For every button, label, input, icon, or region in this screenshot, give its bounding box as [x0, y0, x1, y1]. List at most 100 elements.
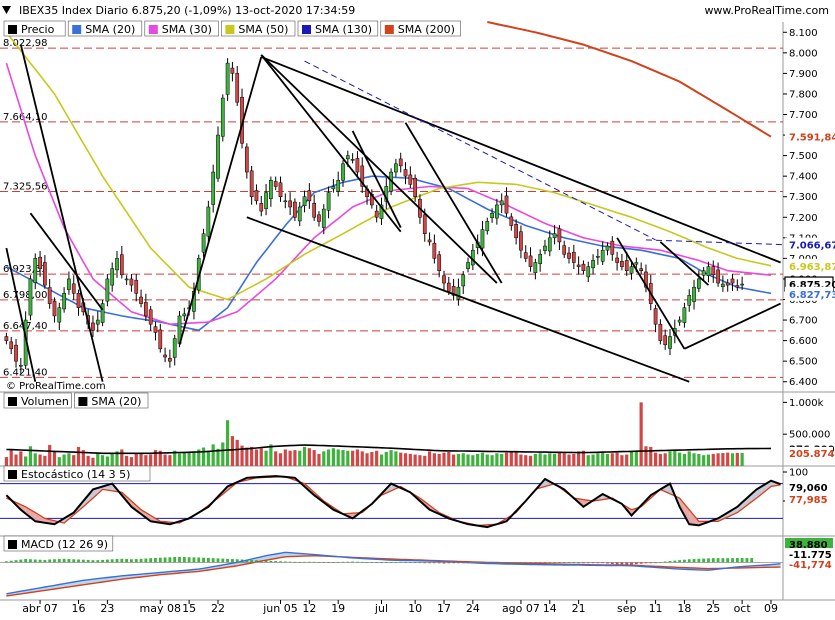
candle-up	[687, 295, 692, 306]
trendline	[19, 44, 104, 382]
x-tick-label: sep	[617, 602, 636, 615]
volume-bar	[610, 453, 614, 466]
macd-histogram-bar	[447, 562, 451, 564]
volume-bar	[711, 453, 715, 466]
macd-histogram-bar	[283, 561, 287, 563]
price-tick-label: 7.400	[789, 172, 818, 183]
volume-bar	[96, 452, 100, 466]
price-badge-label: 6.827,73	[789, 290, 835, 301]
macd-histogram-bar	[173, 557, 177, 563]
candle-down	[119, 254, 124, 276]
volume-bar	[120, 449, 124, 466]
volume-bar	[153, 450, 158, 466]
candle-down	[653, 308, 658, 325]
volume-bar	[288, 450, 292, 466]
macd-histogram-bar	[245, 559, 249, 563]
volume-bar	[375, 450, 379, 466]
candle-up	[682, 307, 687, 323]
candle-down	[735, 285, 740, 288]
volume-bar	[302, 446, 307, 466]
macd-histogram-bar	[255, 560, 258, 563]
volume-bar	[365, 453, 369, 466]
candle-down	[158, 329, 163, 350]
volume-bar	[110, 453, 114, 466]
candle-down	[514, 224, 518, 239]
macd-histogram-bar	[43, 559, 47, 563]
candle-down	[408, 174, 413, 185]
candle-down	[47, 287, 52, 304]
volume-bar	[139, 453, 143, 466]
legend-swatch	[8, 25, 17, 34]
volume-bar	[192, 452, 196, 466]
title-bar: IBEX35 Index Diario 6.875,20 (-1,09%) 13…	[0, 0, 835, 22]
candle-up	[499, 200, 504, 206]
volume-bar	[197, 449, 201, 466]
volume-bar	[692, 453, 696, 466]
volume-bar	[67, 453, 71, 466]
candle-down	[437, 254, 442, 271]
x-tick-label: 23	[100, 602, 114, 615]
dashed-trendline	[645, 239, 786, 246]
legend-label: Precio	[21, 23, 55, 36]
macd-histogram-bar	[197, 557, 201, 563]
macd-histogram-bar	[654, 562, 657, 564]
candle-up	[740, 283, 744, 286]
x-tick-label: 19	[331, 602, 345, 615]
volume-bar	[264, 450, 268, 466]
candle-down	[278, 182, 283, 197]
volume-bar	[625, 454, 629, 466]
price-badge-label: 6.963,87	[789, 262, 835, 273]
macd-histogram-bar	[24, 559, 28, 563]
volume-bar	[370, 452, 374, 466]
volume-bar	[206, 452, 210, 466]
x-tick-label: jul	[374, 602, 388, 615]
volume-bar	[557, 452, 561, 466]
x-tick-label: ago 07	[502, 602, 540, 615]
candle-down	[254, 190, 259, 202]
trendline	[659, 241, 710, 286]
candle-down	[639, 268, 643, 271]
volume-bar	[149, 454, 153, 466]
macd-histogram-bar	[586, 562, 590, 564]
macd-histogram-bar	[707, 558, 710, 563]
candle-up	[100, 303, 105, 323]
candle-up	[28, 278, 33, 316]
candle-up	[547, 237, 552, 252]
legend-label: SMA (200)	[398, 23, 455, 36]
candle-up	[538, 254, 543, 264]
volume-bar	[528, 455, 533, 466]
macd-histogram-bar	[125, 559, 129, 563]
macd-histogram-bar	[202, 557, 205, 563]
volume-tick-label: 1.000k	[789, 398, 824, 409]
macd-histogram-bar	[543, 562, 547, 564]
volume-bar	[43, 455, 47, 466]
volume-bar	[678, 452, 682, 466]
volume-bar	[461, 453, 465, 466]
collapse-arrow-icon[interactable]	[2, 6, 11, 15]
macd-histogram-bar	[663, 561, 667, 563]
macd-badge-box	[785, 538, 833, 550]
macd-histogram-bar	[538, 562, 542, 564]
legend-item-volume: Volumen	[3, 392, 72, 409]
volume-bar	[274, 451, 278, 466]
volume-sma-line	[6, 444, 772, 455]
volume-bar	[658, 453, 662, 466]
volume-bar	[52, 452, 57, 466]
volume-bar	[317, 453, 321, 466]
volume-bar	[326, 449, 331, 466]
candle-up	[495, 204, 499, 219]
price-badge-bg	[785, 286, 833, 301]
macd-histogram-bar	[187, 557, 191, 563]
x-tick-label: 22	[211, 602, 225, 615]
candle-up	[379, 204, 384, 219]
macd-histogram-bar	[735, 558, 739, 563]
macd-histogram-bar	[115, 559, 119, 563]
candle-up	[336, 180, 341, 192]
macd-histogram-bar	[250, 559, 254, 563]
candle-down	[91, 322, 95, 331]
volume-bar	[423, 455, 427, 466]
macd-badge-label: -41,774	[789, 560, 832, 571]
price-badge-label: 7.591,84	[789, 133, 835, 144]
volume-bar	[442, 452, 446, 466]
